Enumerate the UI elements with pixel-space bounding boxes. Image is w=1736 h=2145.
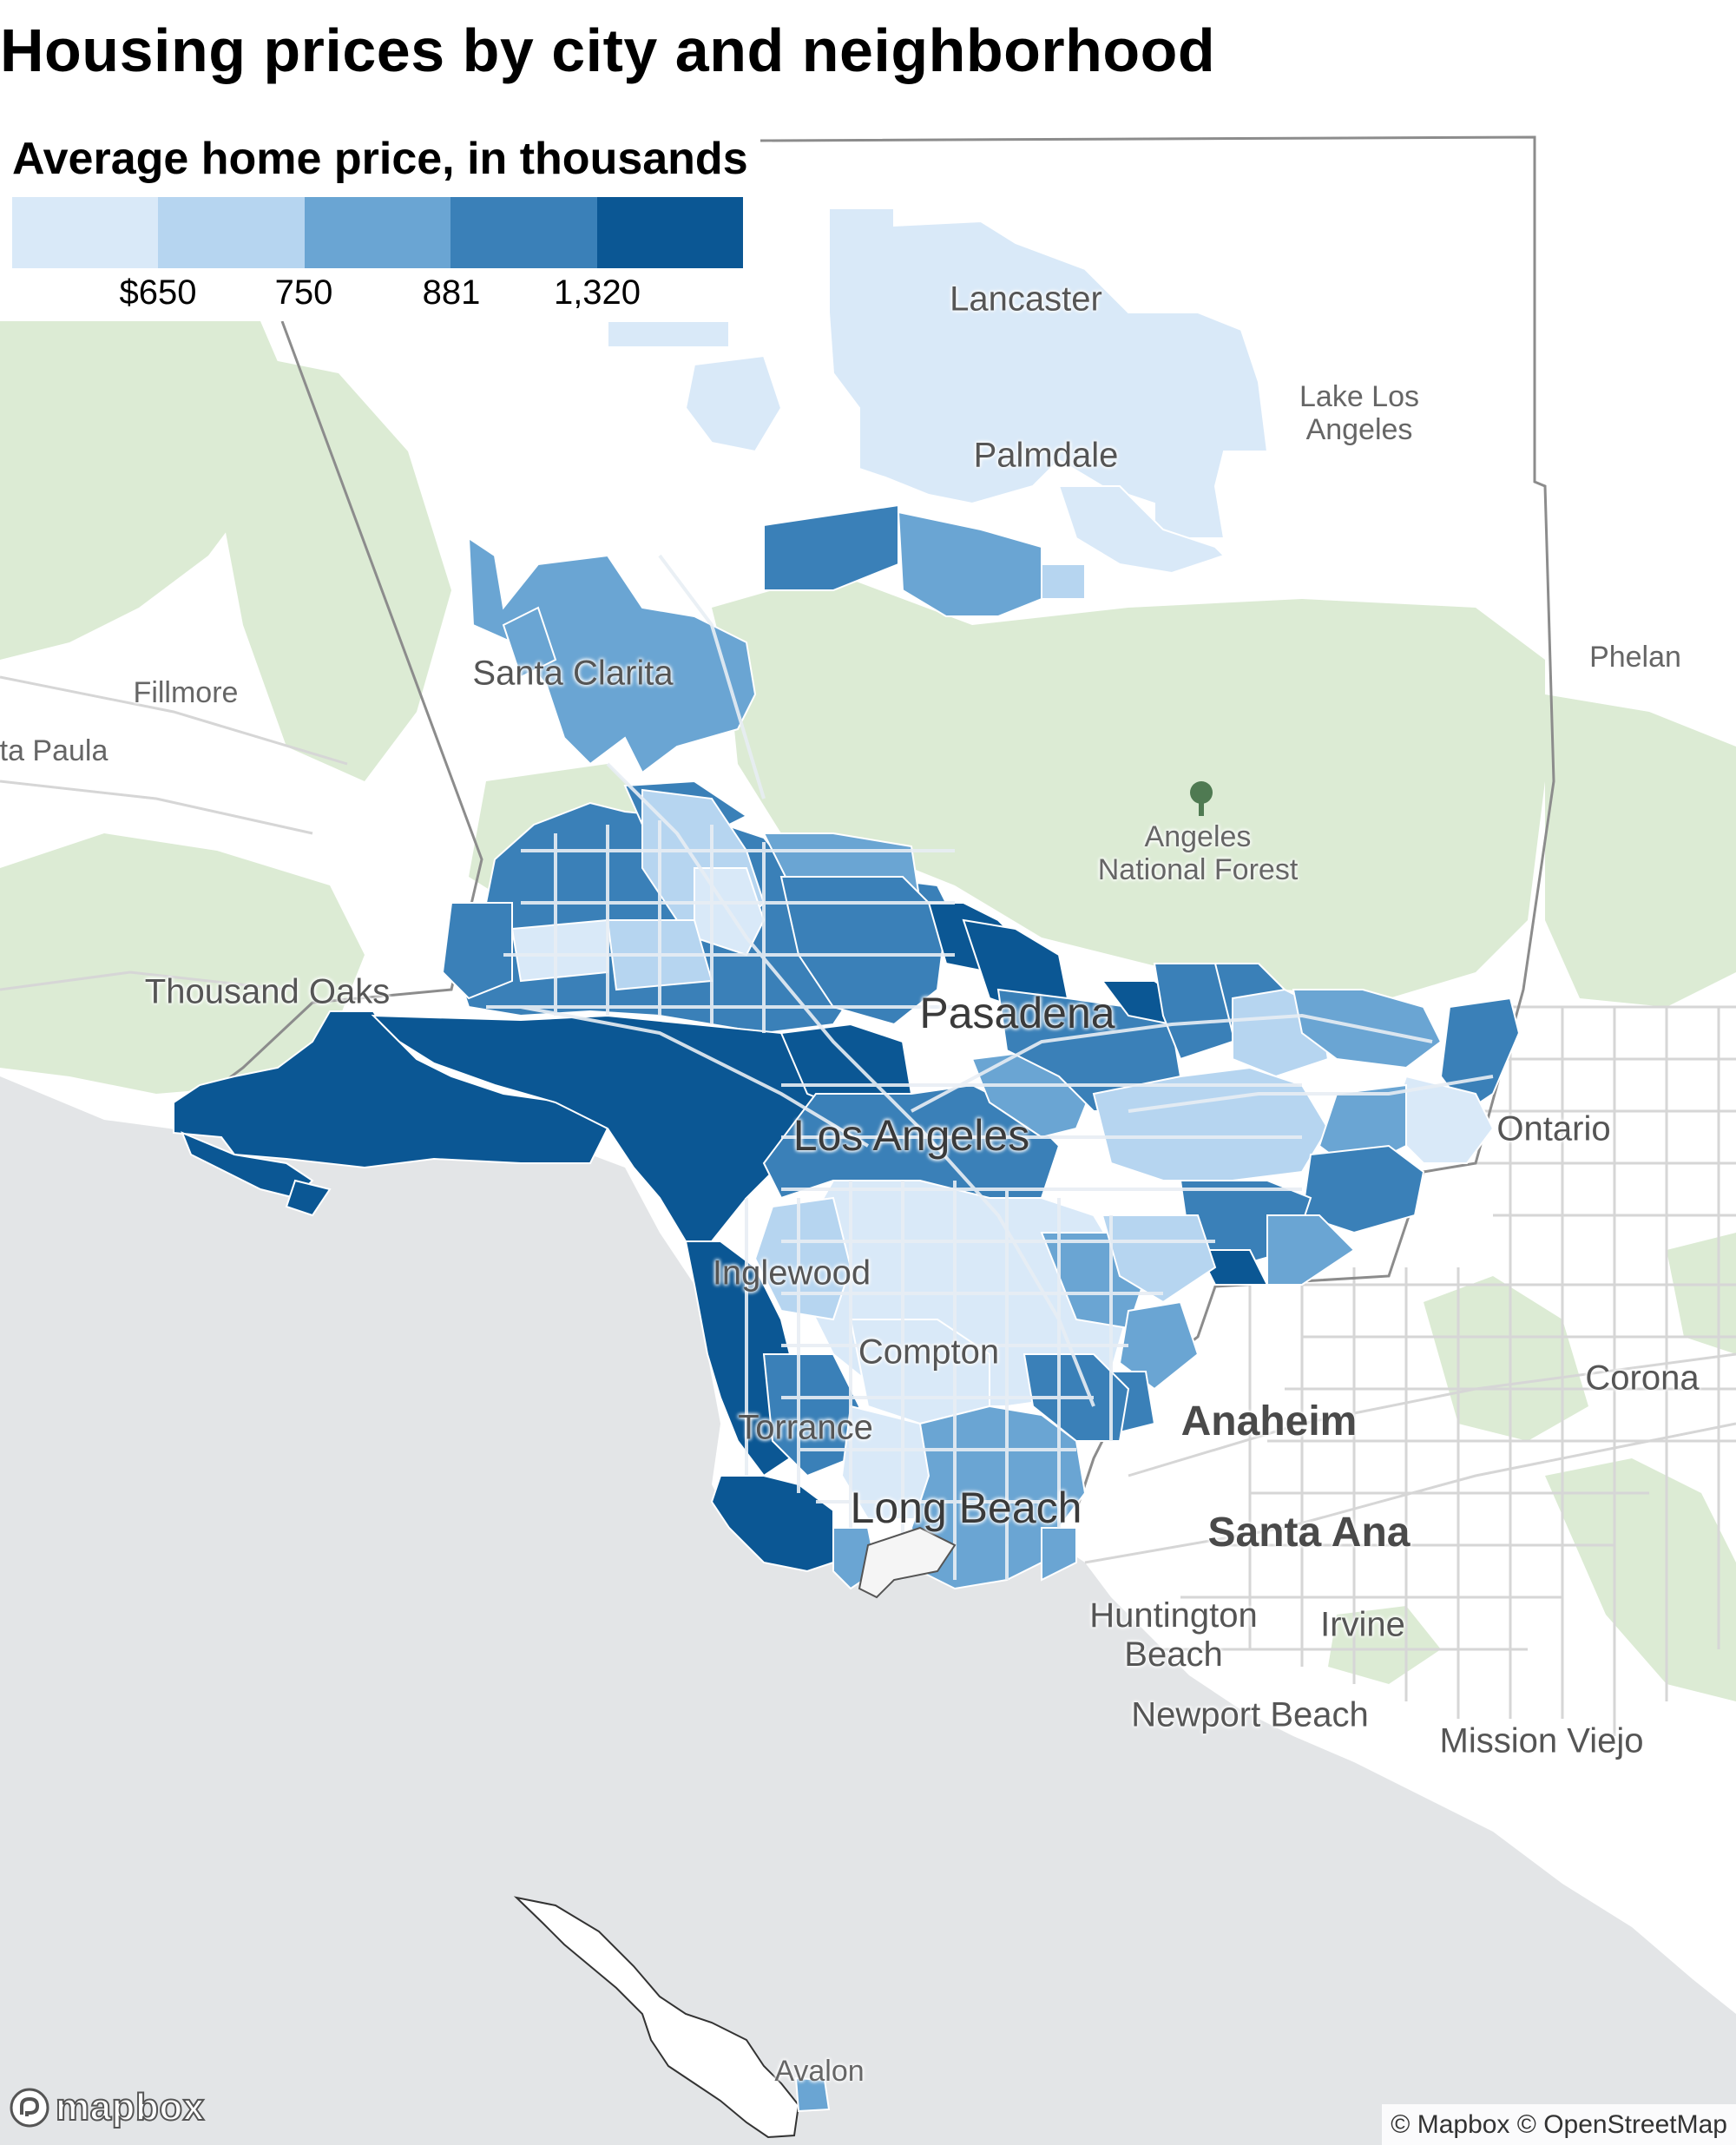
mapbox-logo-icon (10, 2088, 49, 2128)
harbor (858, 1526, 957, 1599)
legend-color-bar (12, 197, 744, 268)
place-label-thousand-oaks: Thousand Oaks (144, 972, 391, 1011)
region-palos-verdes (710, 1475, 834, 1573)
region-sc-north (502, 606, 557, 679)
region-santa-clarita (467, 536, 757, 774)
region-acton-tail (1041, 563, 1086, 600)
place-label-torrance: Torrance (738, 1408, 873, 1447)
pacific-ocean (0, 1076, 1736, 2145)
place-label-huntington-beach: Huntington Beach (1089, 1596, 1258, 1674)
place-label-phelan: Phelan (1589, 640, 1681, 674)
place-label-compton: Compton (858, 1332, 1000, 1372)
region-acton (763, 503, 899, 591)
place-label-newport-beach: Newport Beach (1131, 1695, 1369, 1734)
catalina-island (513, 1896, 800, 2139)
mapbox-logo[interactable]: mapbox (9, 2083, 205, 2132)
region-inglewood (753, 1196, 852, 1321)
place-label-pasadena: Pasadena (919, 989, 1115, 1037)
place-label-irvine: Irvine (1320, 1605, 1405, 1644)
place-label-anaheim: Anaheim (1180, 1398, 1358, 1445)
legend-swatch-2 (158, 197, 305, 268)
region-lancaster (828, 207, 1269, 539)
place-label-lancaster: Lancaster (950, 280, 1102, 319)
place-label-angeles-nf: Angeles National Forest (1097, 819, 1299, 886)
region-westside (371, 1014, 852, 1242)
region-sfv-west (441, 902, 513, 1000)
mapbox-logo-text: mapbox (55, 2085, 205, 2129)
legend-break-1: $650 (119, 273, 197, 312)
legend-title: Average home price, in thousands (12, 134, 748, 184)
region-av-west (684, 354, 783, 453)
region-seal-beach (1041, 1527, 1077, 1582)
region-sfv-canoga (510, 918, 608, 983)
place-label-santa-paula: ta Paula (0, 734, 108, 767)
region-acton-east (897, 510, 1042, 617)
place-label-fillmore: Fillmore (133, 675, 239, 709)
place-label-mission-viejo: Mission Viejo (1439, 1721, 1644, 1760)
county-roads (486, 554, 1494, 1580)
legend-swatch-5 (596, 197, 744, 268)
place-label-los-angeles: Los Angeles (792, 1111, 1030, 1160)
region-malibu-tail (285, 1179, 332, 1217)
outside-roads (0, 675, 1736, 1736)
place-label-ontario: Ontario (1496, 1109, 1611, 1148)
map-attribution[interactable]: © Mapbox © OpenStreetMap (1382, 2104, 1736, 2145)
legend-swatch-4 (450, 197, 597, 268)
place-label-corona: Corona (1585, 1359, 1700, 1398)
place-label-inglewood: Inglewood (712, 1253, 871, 1293)
region-av-strip (607, 320, 730, 348)
legend-swatch-3 (304, 197, 451, 268)
place-label-santa-ana: Santa Ana (1207, 1510, 1410, 1556)
map-title: Housing prices by city and neighborhood (0, 16, 1216, 84)
place-label-palmdale: Palmdale (973, 436, 1119, 475)
region-malibu (173, 1010, 609, 1169)
legend-break-4: 1,320 (553, 273, 641, 312)
region-avalon (794, 2076, 831, 2113)
legend-panel: Average home price, in thousands $650 75… (0, 117, 755, 321)
legend-swatch-1 (12, 197, 159, 268)
place-label-avalon: Avalon (774, 2054, 865, 2088)
place-label-lake-los-angeles: Lake Los Angeles (1299, 379, 1419, 446)
place-label-long-beach: Long Beach (850, 1484, 1082, 1532)
region-whittier (1101, 1214, 1217, 1304)
legend-break-2: 750 (274, 273, 333, 312)
region-sgv-center (1092, 1066, 1330, 1181)
region-palmdale-east (1057, 485, 1226, 575)
region-norwalk (1118, 1300, 1200, 1391)
tree-icon (1190, 781, 1213, 816)
place-label-santa-clarita: Santa Clarita (472, 654, 674, 693)
region-la-habra (1266, 1214, 1356, 1286)
legend-break-3: 881 (422, 273, 481, 312)
